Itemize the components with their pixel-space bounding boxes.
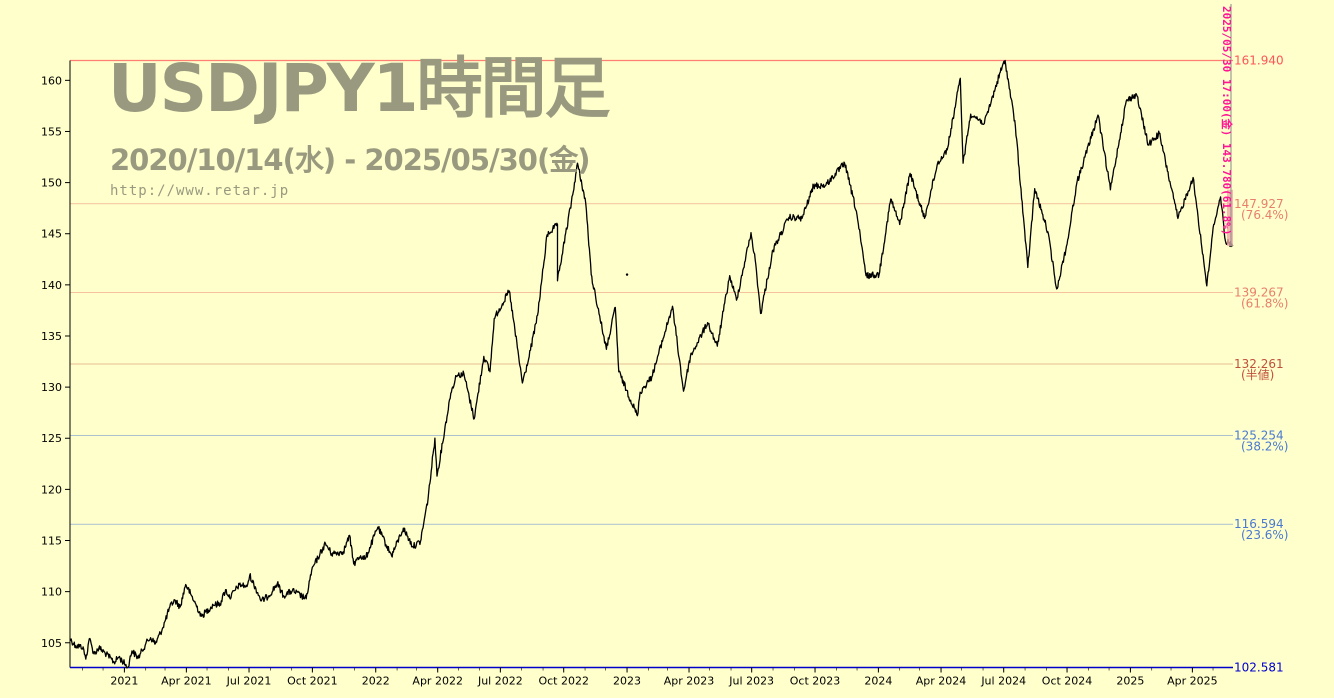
level-value-label: 132.261 xyxy=(1234,357,1284,371)
level-percent-label: (半値) xyxy=(1241,367,1274,382)
x-tick-label: 2022 xyxy=(362,675,390,688)
level-value-label: 161.940 xyxy=(1234,54,1284,68)
axes: 105 110 115 120 125 130 135 140 145 150 155 160 2021… xyxy=(41,60,1233,688)
y-tick-label: 135 xyxy=(41,330,62,343)
price-dot xyxy=(625,273,629,276)
level-label-bg xyxy=(1233,284,1287,309)
marker-range-bar xyxy=(1227,189,1233,246)
level-label-bg xyxy=(1233,659,1287,674)
level-label-bg xyxy=(1233,355,1287,380)
y-tick-label: 155 xyxy=(41,125,62,138)
x-tick-label: 2023 xyxy=(613,675,641,688)
y-tick-label: 160 xyxy=(41,74,62,87)
price-line xyxy=(69,59,1234,669)
level-label-bg xyxy=(1233,52,1291,67)
level-percent-label: (38.2%) xyxy=(1241,440,1288,454)
level-value-label: 102.581 xyxy=(1234,661,1284,675)
x-tick-label: Oct 2021 xyxy=(287,675,338,688)
level-value-label: 147.927 xyxy=(1234,197,1284,211)
level-label-bg xyxy=(1233,516,1287,541)
chart-title: USDJPY1時間足 xyxy=(108,50,611,127)
level-percent-label: (76.4%) xyxy=(1241,208,1288,222)
y-tick-label: 150 xyxy=(41,177,62,190)
y-tick-label: 105 xyxy=(41,637,62,650)
x-tick-label: Jul 2024 xyxy=(980,675,1026,688)
y-tick-label: 125 xyxy=(41,432,62,445)
level-percent-label: (61.8%) xyxy=(1241,296,1288,310)
level-value-label: 116.594 xyxy=(1234,517,1284,531)
vertical-marker: 2025/05/30 17:00(金) 143.780(61.8%) xyxy=(1220,4,1234,246)
y-tick-label: 145 xyxy=(41,228,62,241)
level-label-bg xyxy=(1233,195,1287,220)
level-percent-label: (23.6%) xyxy=(1241,528,1288,542)
price-series xyxy=(69,59,1234,669)
y-tick-label: 130 xyxy=(41,381,62,394)
x-tick-label: Jul 2023 xyxy=(728,675,774,688)
level-value-label: 125.254 xyxy=(1234,429,1284,443)
x-tick-label: 2021 xyxy=(110,675,138,688)
x-tick-label: Jul 2021 xyxy=(226,675,272,688)
level-value-label: 139.267 xyxy=(1234,285,1284,299)
y-tick-label: 110 xyxy=(41,586,62,599)
y-tick-label: 120 xyxy=(41,483,62,496)
y-tick-label: 115 xyxy=(41,535,62,548)
x-tick-label: Apr 2024 xyxy=(916,675,967,688)
x-tick-label: Jul 2022 xyxy=(477,675,523,688)
x-tick-label: Apr 2025 xyxy=(1167,675,1218,688)
x-tick-label: 2024 xyxy=(864,675,892,688)
level-labels: 161.940 147.927(76.4%) 139.267(61.8%) 132.2… xyxy=(1233,52,1291,675)
x-tick-label: Apr 2022 xyxy=(412,675,463,688)
chart-subtitle: 2020/10/14(水) - 2025/05/30(金) xyxy=(110,143,590,177)
source-url: http://www.retar.jp xyxy=(110,183,290,199)
y-tick-label: 140 xyxy=(41,279,62,292)
level-label-bg xyxy=(1233,427,1287,452)
x-tick-label: Oct 2024 xyxy=(1042,675,1093,688)
x-tick-label: Apr 2023 xyxy=(664,675,715,688)
x-tick-label: 2025 xyxy=(1116,675,1144,688)
x-tick-label: Apr 2021 xyxy=(161,675,212,688)
x-tick-label: Oct 2022 xyxy=(538,675,589,688)
marker-text: 2025/05/30 17:00(金) 143.780(61.8%) xyxy=(1220,6,1234,236)
x-tick-label: Oct 2023 xyxy=(790,675,841,688)
